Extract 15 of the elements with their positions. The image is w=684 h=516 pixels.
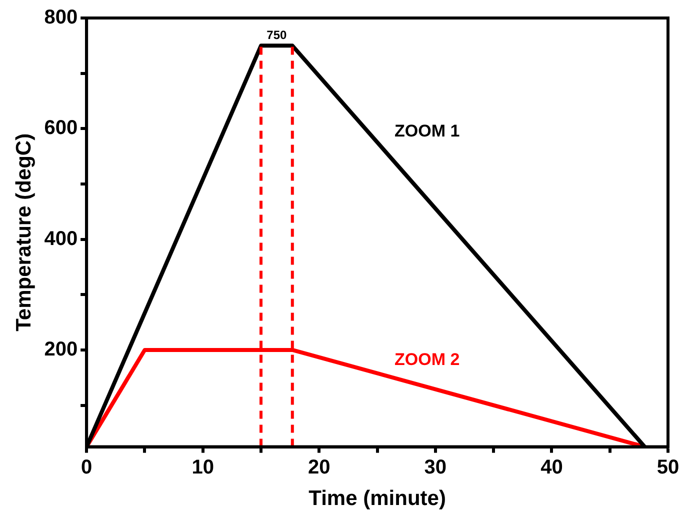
y-axis-title: Temperature (degC) [12, 133, 36, 332]
x-tick-label: 10 [192, 456, 214, 478]
y-tick-label: 200 [44, 338, 78, 360]
x-tick-label: 40 [540, 456, 563, 478]
y-tick-label: 600 [44, 117, 78, 140]
x-axis-title: Time (minute) [308, 487, 446, 510]
y-tick-label: 800 [44, 6, 78, 29]
x-tick-label: 30 [424, 456, 447, 478]
series-label: ZOOM 2 [394, 350, 460, 369]
x-tick-label: 50 [656, 456, 680, 478]
x-tick-label: 0 [81, 456, 92, 478]
series-label: ZOOM 1 [394, 122, 460, 141]
x-tick-label: 20 [308, 456, 330, 478]
annotation: 750 [266, 28, 288, 42]
y-tick-label: 400 [44, 228, 78, 250]
